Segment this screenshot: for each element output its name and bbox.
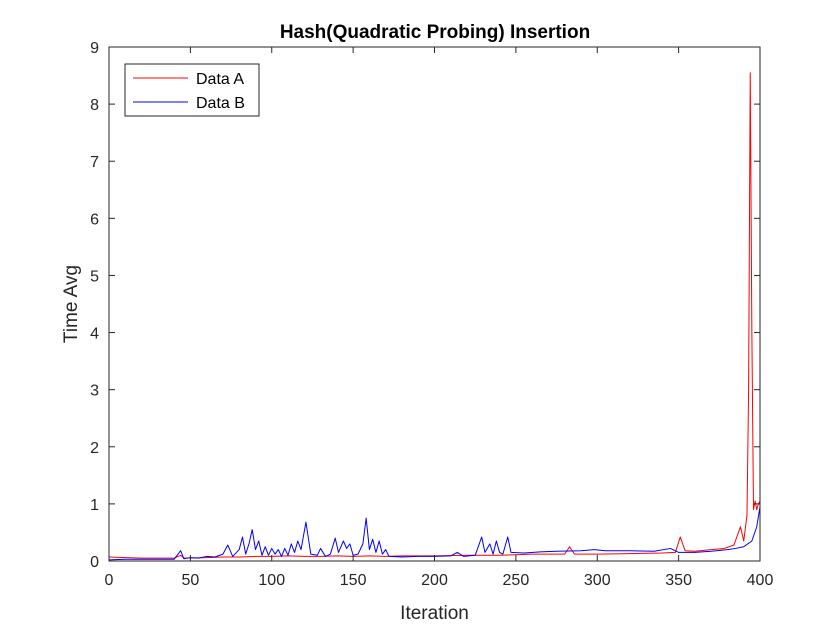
tick-layer: 0 50 100 150 200 250 300 350 400 0 1 2 3 4 5 6 7 8 9 [90, 40, 773, 589]
x-tick-label: 100 [258, 572, 285, 589]
x-axis-label: Iteration [400, 603, 469, 624]
series-line-data-a [108, 72, 761, 559]
y-tick-label: 2 [90, 440, 99, 457]
y-tick-label: 4 [90, 326, 99, 343]
x-tick-label: 350 [665, 572, 692, 589]
y-tick-label: 8 [90, 97, 99, 114]
y-tick-label: 0 [90, 554, 99, 571]
legend-label-data-b: Data B [196, 95, 245, 112]
legend-box [124, 63, 260, 117]
series-line-data-b [108, 506, 761, 561]
y-axis-label: Time Avg [61, 265, 82, 343]
x-tick-label: 250 [503, 572, 530, 589]
x-tick-label: 0 [105, 572, 114, 589]
legend-label-data-a: Data A [196, 71, 244, 88]
y-tick-label: 7 [90, 154, 99, 171]
x-tick-label: 50 [181, 572, 199, 589]
plot-area [109, 47, 760, 561]
y-tick-label: 9 [90, 40, 99, 57]
y-tick-label: 5 [90, 268, 99, 285]
legend: Data A Data B [124, 63, 260, 117]
chart-title: Hash(Quadratic Probing) Insertion [280, 22, 590, 43]
x-tick-label: 200 [421, 572, 448, 589]
x-tick-label: 300 [584, 572, 611, 589]
y-tick-label: 1 [90, 497, 99, 514]
series-layer [108, 72, 761, 561]
x-tick-label: 400 [747, 572, 774, 589]
y-tick-label: 3 [90, 383, 99, 400]
y-tick-label: 6 [90, 211, 99, 228]
x-tick-label: 150 [340, 572, 367, 589]
